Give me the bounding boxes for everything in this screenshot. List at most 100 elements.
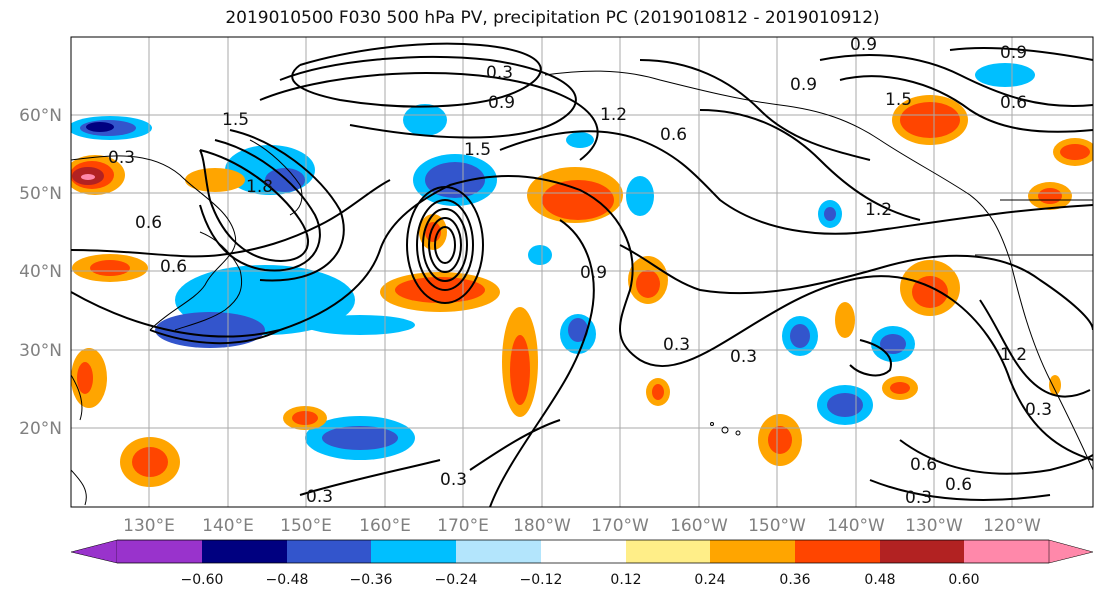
lon-label: 140°E (202, 516, 254, 536)
contour-line (869, 479, 1051, 501)
colorbar-tick-label: −0.24 (435, 572, 478, 588)
colorbar-segment (287, 540, 371, 563)
shade-negative (824, 207, 836, 221)
colorbar-segment (795, 540, 880, 563)
contour-label: 1.5 (222, 110, 249, 130)
pv-contours (71, 42, 1093, 507)
colorbar-tick-label: −0.48 (266, 572, 309, 588)
contour-label: 0.3 (440, 470, 467, 490)
shade-positive (912, 276, 948, 308)
colorbar-tick-label: 0.36 (779, 572, 810, 588)
lat-label: 40°N (19, 262, 62, 282)
lon-label: 130°E (123, 516, 175, 536)
lon-label: 140°W (827, 516, 885, 536)
contour-label: 0.3 (1025, 400, 1052, 420)
contour-label: 1.8 (246, 177, 273, 197)
contour-line (71, 174, 1093, 461)
shade-negative (790, 324, 810, 348)
colorbar-tick-label: 0.48 (864, 572, 895, 588)
colorbar-tick-label: −0.36 (350, 572, 393, 588)
contour-line (819, 54, 1093, 107)
colorbar-extend-low (70, 539, 118, 564)
shade-negative (322, 426, 398, 450)
contour-label: 1.5 (885, 90, 912, 110)
contour-label: 0.3 (905, 488, 932, 508)
shade-negative (305, 315, 415, 335)
lon-label: 160°W (670, 516, 728, 536)
coast-kamchatka (249, 139, 303, 216)
colorbar-segment (117, 540, 202, 563)
shade-negative (425, 162, 485, 198)
contour-line (619, 244, 1093, 331)
colorbar-segment (371, 540, 456, 563)
coast-japan (174, 231, 243, 331)
contour-line (422, 208, 468, 282)
contour-label: 0.9 (790, 75, 817, 95)
contour-line (199, 149, 310, 262)
shade-negative (827, 393, 863, 417)
lon-label: 170°W (591, 516, 649, 536)
shade-positive (835, 302, 855, 338)
contour-label: 1.2 (600, 105, 627, 125)
contour-label: 0.6 (160, 257, 187, 277)
contour-line (259, 71, 599, 161)
shade-positive (132, 447, 168, 477)
shade-positive (542, 180, 614, 220)
contour-line (839, 75, 1093, 133)
shade-negative (880, 334, 906, 354)
shade-positive (185, 168, 245, 192)
shade-negative (265, 168, 305, 192)
lon-label: 160°E (359, 516, 411, 536)
contour-label: 1.2 (865, 200, 892, 220)
lat-label: 20°N (19, 419, 62, 439)
contour-line (199, 139, 321, 272)
lon-label: 120°W (983, 516, 1041, 536)
coast-indonesia (71, 469, 87, 506)
colorbar-tick-label: −0.60 (181, 572, 224, 588)
contour-line (639, 59, 871, 161)
lat-label: 30°N (19, 341, 62, 361)
contour-line (469, 419, 561, 471)
shade-negative (975, 63, 1035, 87)
contour-line (71, 179, 391, 258)
contour-line (299, 459, 441, 496)
shade-positive (652, 384, 664, 400)
shade-positive (1038, 188, 1062, 204)
shade-negative (566, 132, 594, 148)
colorbar-tick-label: −0.12 (520, 572, 563, 588)
contour-label: 0.3 (108, 148, 135, 168)
lon-label: 150°W (748, 516, 806, 536)
contour-label: 0.9 (580, 263, 607, 283)
contour-label: 0.6 (945, 475, 972, 495)
contour-line (949, 47, 1093, 61)
contour-label: 0.9 (1000, 43, 1027, 63)
shade-positive (1049, 375, 1061, 395)
latitude-labels: 60°N 50°N 40°N 30°N 20°N (19, 106, 62, 439)
shade-positive (90, 260, 130, 276)
shade-positive (81, 174, 95, 180)
contour-line (699, 109, 921, 221)
contour-line (149, 329, 281, 345)
shade-positive (768, 426, 792, 454)
contour-label: 0.9 (488, 93, 515, 113)
coast-asia (71, 155, 237, 331)
contour-labels: 0.3 0.3 0.3 0.3 0.3 0.3 0.3 0.3 0.6 0.6 … (108, 35, 1052, 508)
contour-label: 1.2 (1000, 345, 1027, 365)
contour-label: 0.6 (135, 213, 162, 233)
contour-label: 1.5 (464, 140, 491, 160)
figure-title: 2019010500 F030 500 hPa PV, precipitatio… (225, 8, 880, 28)
shade-negative (528, 245, 552, 265)
shade-negative (86, 122, 114, 132)
contour-line (899, 439, 1093, 475)
contour-label: 0.9 (850, 35, 877, 55)
lon-label: 150°E (280, 516, 332, 536)
coast-north-america (879, 139, 1093, 471)
island-hawaii (735, 430, 741, 436)
contour-label: 0.3 (486, 63, 513, 83)
lon-label: 170°E (437, 516, 489, 536)
longitude-labels: 130°E 140°E 150°E 160°E 170°E 180°W 170°… (123, 516, 1041, 536)
shade-positive (636, 270, 660, 298)
graticule (71, 37, 1093, 507)
colorbar-segment (710, 540, 795, 563)
contour-line (291, 42, 542, 108)
